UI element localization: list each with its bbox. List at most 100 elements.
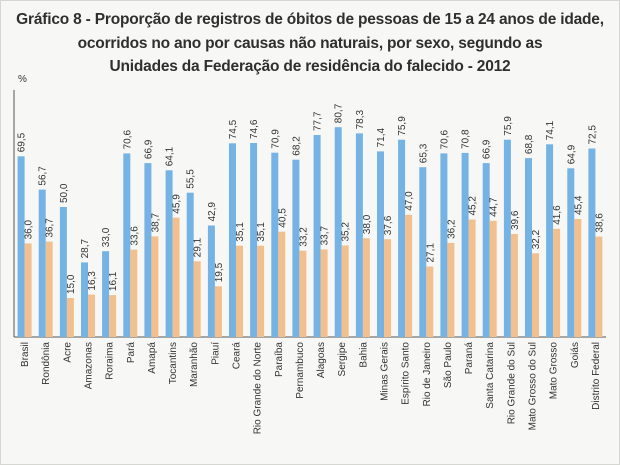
- data-label-series-2-23: 39,6: [510, 210, 521, 230]
- bar-series-1-20: [440, 153, 448, 337]
- data-label-series-2-4: 16,1: [108, 271, 119, 291]
- bar-series-1-22: [482, 163, 490, 337]
- data-label-series-1-17: 71,4: [376, 127, 387, 147]
- data-label-series-2-27: 38,6: [594, 213, 605, 233]
- bar-series-1-1: [38, 189, 46, 337]
- data-label-series-2-6: 38,7: [150, 212, 161, 232]
- data-label-series-2-14: 33,7: [320, 225, 331, 245]
- x-tick-label-9: Piauí: [210, 342, 221, 365]
- data-label-series-1-23: 75,9: [503, 116, 514, 136]
- data-label-series-2-20: 36,2: [446, 219, 457, 239]
- x-tick-label-17: Minas Gerais: [380, 342, 391, 401]
- bar-series-2-5: [130, 249, 138, 337]
- data-label-series-2-15: 35,2: [341, 222, 352, 242]
- bar-series-2-22: [489, 220, 497, 337]
- data-label-series-1-12: 70,9: [270, 129, 281, 149]
- bar-series-1-13: [292, 159, 300, 337]
- x-tick-label-1: Rondônia: [41, 342, 52, 385]
- bar-series-2-1: [45, 241, 53, 337]
- chart-title-line-2: ocorridos no ano por causas não naturais…: [77, 35, 543, 52]
- bar-series-2-8: [193, 261, 201, 337]
- data-label-series-2-3: 16,3: [87, 271, 98, 291]
- bar-series-2-3: [88, 294, 95, 337]
- bar-series-1-8: [186, 192, 194, 337]
- data-label-series-1-19: 65,3: [418, 143, 429, 163]
- x-tick-label-11: Rio Grande do Norte: [253, 342, 264, 435]
- data-label-series-2-2: 15,0: [66, 274, 77, 294]
- bar-series-2-13: [299, 250, 307, 337]
- bar-series-2-25: [553, 228, 561, 337]
- bar-series-2-4: [109, 295, 117, 337]
- bar-series-1-3: [81, 262, 88, 337]
- data-label-series-2-17: 37,6: [383, 215, 394, 235]
- bar-series-2-10: [236, 245, 243, 337]
- x-tick-label-8: Maranhão: [189, 342, 200, 387]
- bar-series-2-11: [257, 245, 265, 337]
- data-label-series-1-15: 80,7: [334, 103, 345, 123]
- bar-series-2-16: [362, 238, 370, 337]
- bar-series-2-20: [447, 242, 455, 337]
- bar-series-1-27: [588, 148, 596, 337]
- data-label-series-1-0: 69,5: [17, 132, 28, 152]
- x-tick-label-26: Goiás: [570, 342, 581, 368]
- data-label-series-1-16: 78,3: [355, 109, 366, 129]
- data-label-series-1-27: 72,5: [587, 125, 598, 145]
- data-label-series-1-11: 74,6: [249, 119, 260, 139]
- bar-series-2-14: [320, 249, 328, 337]
- x-tick-label-23: Rio Grande do Sul: [506, 342, 517, 424]
- x-tick-label-3: Amazonas: [84, 342, 95, 389]
- data-label-series-1-25: 74,1: [545, 120, 556, 140]
- x-tick-label-7: Tocantins: [168, 342, 179, 384]
- data-label-series-2-16: 38,0: [362, 214, 373, 234]
- bar-series-1-17: [377, 151, 384, 337]
- bar-series-1-19: [419, 167, 427, 337]
- data-label-series-2-26: 45,4: [573, 195, 584, 215]
- data-label-series-1-4: 33,0: [101, 227, 112, 247]
- x-tick-label-24: Mato Grosso do Sul: [528, 342, 539, 430]
- x-tick-label-15: Sergipe: [337, 342, 348, 377]
- x-tick-label-6: Amapá: [147, 342, 158, 374]
- data-label-series-2-11: 35,1: [256, 222, 267, 242]
- data-label-series-1-20: 70,6: [439, 129, 450, 149]
- x-tick-label-21: Paraná: [464, 342, 475, 375]
- bar-series-1-18: [398, 139, 406, 337]
- bar-series-2-21: [468, 219, 476, 337]
- bar-series-2-27: [595, 236, 603, 337]
- data-label-series-1-10: 74,5: [228, 119, 239, 139]
- bar-series-1-4: [102, 251, 110, 337]
- chart-title-line-1: Gráfico 8 - Proporção de registros de ób…: [16, 11, 604, 28]
- x-tick-label-13: Pernambuco: [295, 342, 306, 399]
- data-label-series-2-10: 35,1: [235, 222, 246, 242]
- data-label-series-1-3: 28,7: [80, 238, 91, 258]
- x-tick-label-16: Bahia: [358, 342, 369, 368]
- data-label-series-2-25: 41,6: [552, 205, 563, 225]
- data-label-series-1-8: 55,5: [186, 169, 197, 189]
- data-label-series-1-21: 70,8: [461, 129, 472, 149]
- bar-series-1-6: [144, 163, 152, 337]
- bar-series-1-10: [229, 143, 236, 337]
- x-tick-label-18: Espírito Santo: [401, 342, 412, 405]
- bar-series-2-26: [574, 219, 582, 337]
- bar-series-1-7: [165, 170, 173, 337]
- x-tick-label-4: Roraima: [105, 342, 116, 380]
- bar-series-2-19: [426, 266, 434, 337]
- bar-series-2-24: [532, 253, 539, 337]
- data-label-series-2-18: 47,0: [404, 191, 415, 211]
- data-label-series-1-22: 66,9: [482, 139, 493, 159]
- data-label-series-1-13: 68,2: [291, 136, 302, 156]
- x-tick-label-22: Santa Catarina: [485, 342, 496, 409]
- data-label-series-1-1: 56,7: [38, 166, 49, 186]
- bar-series-1-2: [59, 207, 67, 337]
- x-tick-label-12: Paraíba: [274, 342, 285, 377]
- data-label-series-1-7: 64,1: [165, 146, 176, 166]
- data-label-series-1-24: 68,8: [524, 134, 535, 154]
- data-label-series-1-5: 70,6: [122, 129, 133, 149]
- data-label-series-1-2: 50,0: [59, 183, 70, 203]
- chart-title-line-3: Unidades da Federação de residência do f…: [109, 58, 511, 75]
- x-tick-label-19: Rio de Janeiro: [422, 342, 433, 407]
- bar-series-2-2: [66, 298, 74, 337]
- data-label-series-2-13: 33,2: [298, 227, 309, 247]
- data-label-series-1-26: 64,9: [566, 144, 577, 164]
- data-label-series-2-9: 19,5: [214, 262, 225, 282]
